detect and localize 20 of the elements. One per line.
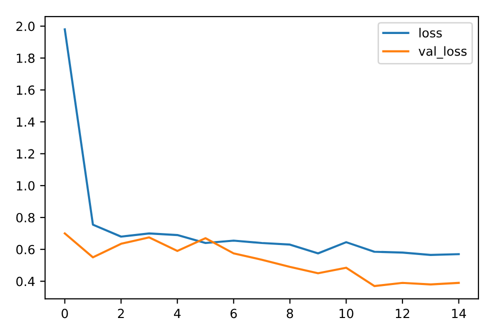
y-tick-label: 0.6 (16, 244, 35, 254)
y-tick-label: 1.4 (16, 117, 35, 127)
line-series (64, 232, 460, 288)
y-tick-label: 1.8 (16, 54, 35, 63)
y-tick-label: 1.2 (16, 149, 34, 158)
x-tick-label: 10 (340, 308, 354, 318)
legend-label: loss (419, 28, 442, 38)
x-tick-label: 0 (62, 308, 68, 318)
y-tick-label: 1.0 (16, 181, 35, 191)
y-tick-label: 0.4 (16, 276, 35, 286)
x-tick-label: 14 (452, 308, 466, 318)
x-tick-label: 6 (230, 308, 237, 318)
x-tick-label: 2 (118, 308, 124, 318)
legend-label: val_loss (418, 46, 467, 59)
x-tick-label: 12 (396, 308, 410, 318)
x-tick-label: 4 (174, 308, 181, 318)
y-tick-label: 1.6 (16, 85, 35, 95)
y-tick-label: 2.0 (16, 22, 35, 32)
x-tick-label: 8 (286, 308, 294, 318)
y-tick-label: 0.8 (16, 212, 35, 222)
